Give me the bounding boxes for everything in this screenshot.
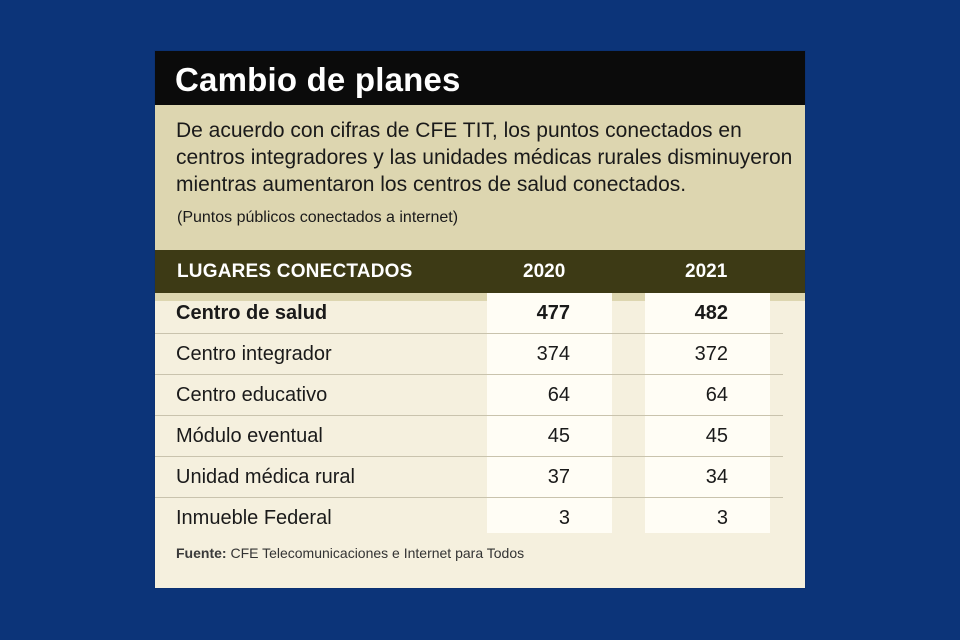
source-text: CFE Telecomunicaciones e Internet para T… xyxy=(230,545,525,561)
table-row: Inmueble Federal 3 3 xyxy=(155,498,783,538)
table-row: Centro educativo 64 64 xyxy=(155,375,783,416)
value-2021: 64 xyxy=(705,384,728,406)
value-2020: 37 xyxy=(547,466,570,488)
value-2020: 477 xyxy=(536,302,570,324)
row-label: Centro educativo xyxy=(176,384,328,406)
table-row: Unidad médica rural 37 34 xyxy=(155,457,783,498)
row-label: Centro de salud xyxy=(176,302,328,324)
value-2021: 34 xyxy=(705,466,728,488)
value-2021: 3 xyxy=(716,507,728,529)
row-label: Unidad médica rural xyxy=(176,466,355,488)
column-header-places: LUGARES CONECTADOS xyxy=(177,261,413,282)
row-label: Centro integrador xyxy=(176,343,332,365)
value-2020: 374 xyxy=(536,343,570,365)
value-2021: 45 xyxy=(705,425,728,447)
chart-title: Cambio de planes xyxy=(175,61,461,98)
value-2021: 482 xyxy=(694,302,728,324)
value-2020: 3 xyxy=(558,507,570,529)
row-label: Módulo eventual xyxy=(176,425,323,447)
value-2020: 45 xyxy=(547,425,570,447)
chart-description: De acuerdo con cifras de CFE TIT, los pu… xyxy=(176,119,793,196)
chart-subtitle: (Puntos públicos conectados a internet) xyxy=(177,209,459,226)
infographic-card: Cambio de planes De acuerdo con cifras d… xyxy=(155,51,805,588)
column-header-2021: 2021 xyxy=(685,261,728,282)
value-2021: 372 xyxy=(694,343,728,365)
title-bar: Cambio de planes xyxy=(155,51,805,105)
table-row: Centro de salud 477 482 xyxy=(155,293,783,334)
source-note: Fuente: CFE Telecomunicaciones e Interne… xyxy=(176,545,524,561)
row-label: Inmueble Federal xyxy=(176,507,332,529)
table-header: LUGARES CONECTADOS 2020 2021 xyxy=(155,250,805,293)
column-header-2020: 2020 xyxy=(523,261,566,282)
value-2020: 64 xyxy=(547,384,570,406)
table-row: Centro integrador 374 372 xyxy=(155,334,783,375)
source-label: Fuente: xyxy=(176,545,227,561)
table-row: Módulo eventual 45 45 xyxy=(155,416,783,457)
